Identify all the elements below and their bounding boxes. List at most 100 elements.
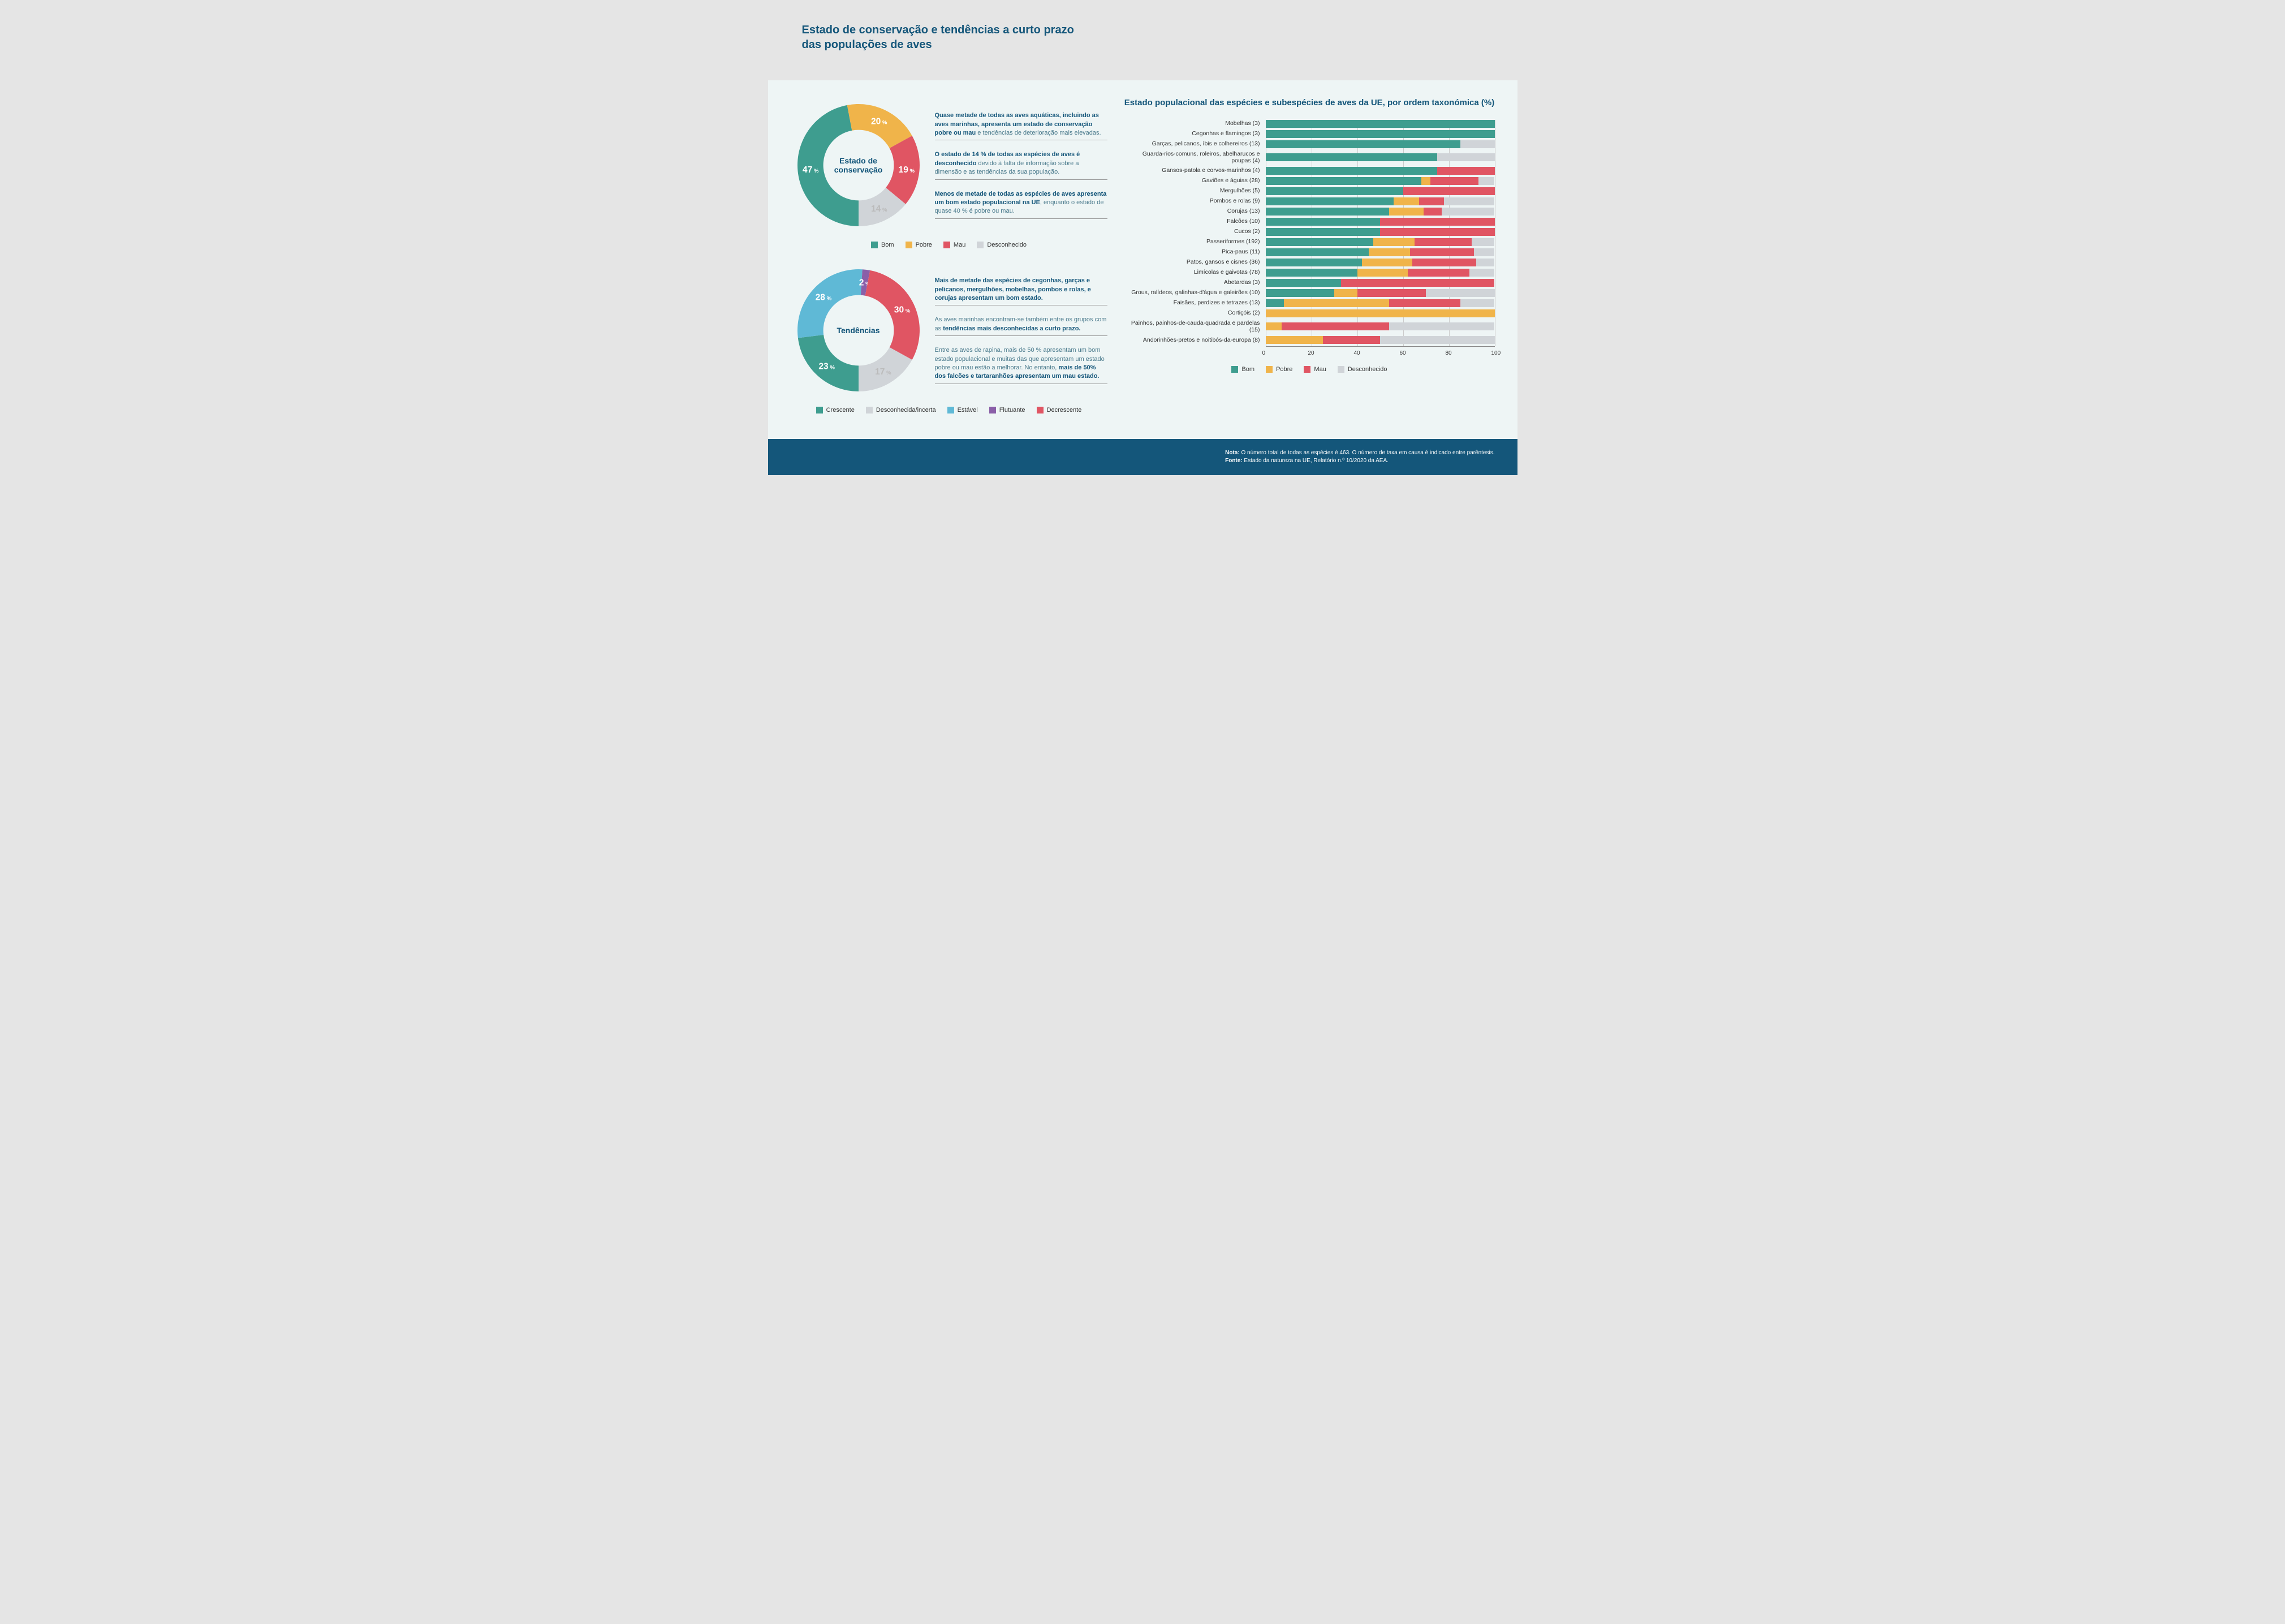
axis-tick: 40 — [1354, 350, 1360, 356]
bar-segment — [1266, 153, 1438, 161]
bar-segment — [1266, 218, 1381, 226]
bar-segment — [1460, 140, 1495, 148]
legend-label: Flutuante — [999, 407, 1025, 413]
bar-segment — [1424, 208, 1442, 216]
bar-segment — [1266, 167, 1438, 175]
donut-conservation: 47 %20 %19 %14 % Estado de conservação Q… — [791, 97, 1107, 248]
axis-tick: 100 — [1491, 350, 1501, 356]
bar-segment — [1284, 299, 1389, 307]
callout: Menos de metade de todas as espécies de … — [935, 190, 1107, 219]
bar-segment — [1421, 177, 1430, 185]
legend-item: Desconhecido — [977, 242, 1027, 248]
bar-track — [1266, 218, 1495, 226]
content-area: 47 %20 %19 %14 % Estado de conservação Q… — [768, 80, 1517, 439]
legend-2: CrescenteDesconhecida/incertaEstávelFlut… — [791, 407, 1107, 413]
bar-segment — [1394, 197, 1419, 205]
bar-segment — [1266, 140, 1460, 148]
bar-label: Passeriformes (192) — [1124, 238, 1266, 245]
bar-label: Grous, ralídeos, galinhas-d'água e galei… — [1124, 289, 1266, 296]
bar-row: Cegonhas e flamingos (3) — [1124, 130, 1495, 138]
bar-segment — [1266, 120, 1495, 128]
bar-row: Mergulhões (5) — [1124, 187, 1495, 195]
legend-label: Bom — [881, 242, 894, 248]
legend-swatch — [989, 407, 996, 413]
bar-segment — [1437, 167, 1494, 175]
legend-item: Crescente — [816, 407, 855, 413]
bar-label: Cucos (2) — [1124, 228, 1266, 235]
legend-label: Mau — [954, 242, 965, 248]
source-text: Estado da natureza na UE, Relatório n.º … — [1243, 458, 1389, 464]
bar-label: Garças, pelicanos, íbis e colhereiros (1… — [1124, 140, 1266, 148]
bar-segment — [1369, 248, 1410, 256]
bar-label: Patos, gansos e cisnes (36) — [1124, 259, 1266, 266]
bar-row: Grous, ralídeos, galinhas-d'água e galei… — [1124, 289, 1495, 297]
bar-segment — [1266, 336, 1323, 344]
donut-chart-2: 23 %28 %2 %30 %17 % Tendências — [791, 262, 926, 398]
legend-label: Desconhecido — [987, 242, 1027, 248]
bar-row: Mobelhas (3) — [1124, 120, 1495, 128]
bar-label: Abetardas (3) — [1124, 279, 1266, 286]
bar-track — [1266, 279, 1495, 287]
bar-track — [1266, 153, 1495, 161]
bar-segment — [1266, 208, 1390, 216]
bar-segment — [1266, 309, 1495, 317]
bar-segment — [1362, 259, 1412, 266]
bar-label: Gaviões e águias (28) — [1124, 177, 1266, 184]
bar-row: Pombos e rolas (9) — [1124, 197, 1495, 205]
legend-label: Bom — [1241, 366, 1254, 373]
bar-segment — [1442, 208, 1494, 216]
bar-segment — [1444, 197, 1494, 205]
bar-segment — [1389, 208, 1424, 216]
bar-track — [1266, 248, 1495, 256]
legend-label: Decrescente — [1047, 407, 1082, 413]
bar-segment — [1266, 238, 1373, 246]
bar-track — [1266, 309, 1495, 317]
legend-item: Mau — [1304, 366, 1326, 373]
bar-segment — [1426, 289, 1495, 297]
bar-segment — [1389, 299, 1460, 307]
bar-segment — [1266, 289, 1335, 297]
x-axis: 020406080100 — [1266, 346, 1495, 357]
bar-track — [1266, 208, 1495, 216]
legend-swatch — [1037, 407, 1044, 413]
legend-item: Decrescente — [1037, 407, 1082, 413]
bar-track — [1266, 120, 1495, 128]
bar-track — [1266, 269, 1495, 277]
bar-segment — [1357, 269, 1408, 277]
bar-row: Painhos, painhos-de-cauda-quadrada e par… — [1124, 320, 1495, 334]
header: Estado de conservação e tendências a cur… — [768, 0, 1517, 80]
bar-track — [1266, 336, 1495, 344]
bar-track — [1266, 167, 1495, 175]
bar-segment — [1266, 299, 1284, 307]
bar-label: Cegonhas e flamingos (3) — [1124, 130, 1266, 137]
bar-label: Mobelhas (3) — [1124, 120, 1266, 127]
legend-item: Desconhecido — [1338, 366, 1387, 373]
bar-row: Guarda-rios-comuns, roleiros, abelharuco… — [1124, 150, 1495, 165]
bar-label: Faisães, perdizes e tetrazes (13) — [1124, 299, 1266, 307]
bar-segment — [1408, 269, 1469, 277]
legend-label: Desconhecido — [1348, 366, 1387, 373]
legend-swatch — [947, 407, 954, 413]
legend-item: Flutuante — [989, 407, 1025, 413]
legend-item: Bom — [871, 242, 894, 248]
bar-segment — [1266, 177, 1421, 185]
bar-segment — [1266, 322, 1282, 330]
page-title: Estado de conservação e tendências a cur… — [802, 23, 1085, 52]
bar-track — [1266, 289, 1495, 297]
legend-swatch — [871, 242, 878, 248]
bar-row: Gansos-patola e corvos-marinhos (4) — [1124, 167, 1495, 175]
callouts-2: Mais de metade das espécies de cegonhas,… — [935, 277, 1107, 384]
footer: Nota: O número total de todas as espécie… — [768, 439, 1517, 475]
bar-label: Guarda-rios-comuns, roleiros, abelharuco… — [1124, 150, 1266, 165]
bar-segment — [1419, 197, 1445, 205]
bar-track — [1266, 177, 1495, 185]
bar-segment — [1478, 177, 1494, 185]
bar-segment — [1410, 248, 1474, 256]
bar-segment — [1266, 197, 1394, 205]
bar-segment — [1266, 269, 1357, 277]
bar-segment — [1403, 187, 1495, 195]
axis-tick: 0 — [1262, 350, 1266, 356]
bar-row: Falcões (10) — [1124, 218, 1495, 226]
legend-swatch — [1231, 366, 1238, 373]
callout: Mais de metade das espécies de cegonhas,… — [935, 277, 1107, 305]
